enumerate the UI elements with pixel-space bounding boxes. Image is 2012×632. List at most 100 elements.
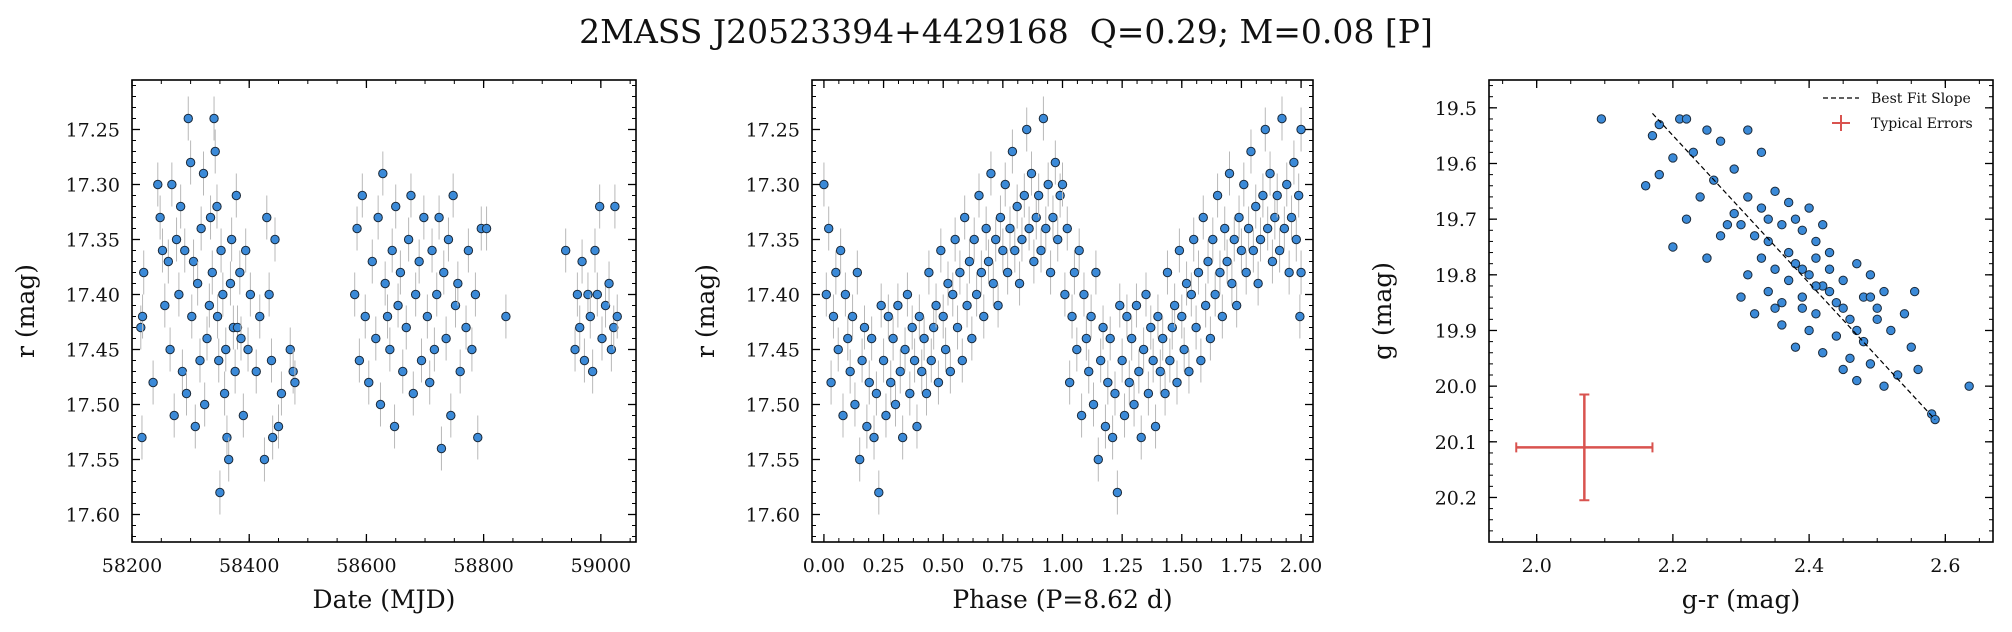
data-point	[416, 355, 427, 366]
data-point	[828, 311, 839, 322]
x-tick-label: 59000	[571, 555, 631, 577]
data-point	[1909, 286, 1920, 297]
data-point	[1038, 113, 1049, 124]
data-point	[1783, 197, 1794, 208]
x-tick-label: 2.2	[1658, 555, 1688, 577]
data-point	[1086, 311, 1096, 322]
data-point	[876, 300, 886, 311]
data-point	[1174, 245, 1185, 256]
data-point	[215, 487, 225, 498]
data-point	[180, 245, 190, 256]
data-point	[560, 245, 571, 256]
data-point	[202, 333, 212, 344]
data-point	[214, 355, 224, 366]
data-point	[266, 355, 277, 366]
data-point	[219, 388, 230, 399]
data-point	[270, 234, 280, 245]
data-point	[907, 322, 917, 333]
y-tick-label: 17.50	[746, 395, 800, 417]
data-point	[1129, 399, 1139, 410]
data-point	[917, 366, 927, 377]
data-point	[461, 322, 471, 333]
data-point	[1258, 190, 1268, 201]
data-point	[137, 432, 147, 443]
data-point	[1098, 322, 1108, 333]
data-point	[1229, 234, 1239, 245]
data-point	[1110, 388, 1120, 399]
data-point	[387, 245, 397, 256]
data-point	[1019, 190, 1030, 201]
data-point	[1234, 212, 1244, 223]
data-point	[981, 223, 991, 234]
data-point	[957, 355, 967, 366]
data-point	[446, 410, 456, 421]
x-tick-label: 58400	[219, 555, 279, 577]
data-point	[1852, 325, 1862, 336]
y-axis-label: r (mag)	[691, 264, 720, 358]
data-point	[1668, 153, 1678, 163]
data-point	[1253, 278, 1263, 289]
data-point	[1722, 220, 1733, 230]
data-point	[1865, 359, 1876, 369]
data-point	[434, 212, 444, 223]
y-axis-label: r (mag)	[11, 264, 40, 358]
data-point	[835, 245, 846, 256]
data-point	[1831, 297, 1842, 308]
data-point	[157, 245, 168, 256]
data-point	[232, 322, 243, 333]
data-point	[962, 300, 972, 311]
data-point	[967, 333, 977, 344]
data-point	[1852, 258, 1862, 269]
y-tick-label: 17.35	[66, 230, 120, 252]
data-point	[585, 311, 595, 322]
data-point	[1134, 366, 1144, 377]
data-point	[1017, 234, 1027, 245]
data-point	[577, 256, 587, 267]
data-point	[1200, 300, 1211, 311]
data-point	[909, 355, 920, 366]
data-point	[235, 267, 245, 278]
data-point	[1064, 377, 1075, 388]
data-point	[1143, 388, 1154, 399]
x-tick-label: 0.00	[803, 555, 845, 577]
data-point	[1886, 325, 1896, 336]
data-point	[1036, 245, 1046, 256]
data-point	[1136, 432, 1146, 443]
data-point	[1148, 355, 1158, 366]
data-point	[165, 344, 175, 355]
data-point	[391, 201, 401, 212]
data-point	[1239, 179, 1249, 190]
data-point	[225, 278, 236, 289]
data-point	[187, 311, 197, 322]
data-point	[360, 311, 370, 322]
data-point	[1770, 303, 1780, 313]
data-point	[155, 212, 165, 223]
y-tick-label: 19.8	[1435, 265, 1477, 287]
data-point	[1286, 212, 1297, 223]
data-point	[1248, 245, 1259, 256]
data-point	[393, 300, 403, 311]
data-point	[587, 366, 598, 377]
plot-area	[1515, 112, 1974, 502]
data-point	[983, 256, 994, 267]
data-point	[209, 113, 219, 124]
data-point	[991, 234, 1001, 245]
data-point	[1184, 366, 1194, 377]
data-point	[1215, 267, 1225, 278]
data-point	[845, 366, 855, 377]
data-point	[1770, 186, 1780, 197]
x-axis-label: Date (MJD)	[313, 585, 456, 614]
data-point	[850, 399, 860, 410]
data-point	[1236, 245, 1247, 256]
data-point	[1000, 179, 1010, 190]
data-point	[1749, 309, 1760, 319]
data-point	[406, 190, 416, 201]
data-point	[1072, 344, 1082, 355]
data-point	[198, 168, 209, 179]
data-point	[859, 322, 870, 333]
data-point	[422, 311, 433, 322]
data-point	[364, 377, 374, 388]
y-tick-label: 20.1	[1435, 432, 1477, 454]
data-point	[425, 377, 435, 388]
data-point	[1804, 203, 1814, 213]
